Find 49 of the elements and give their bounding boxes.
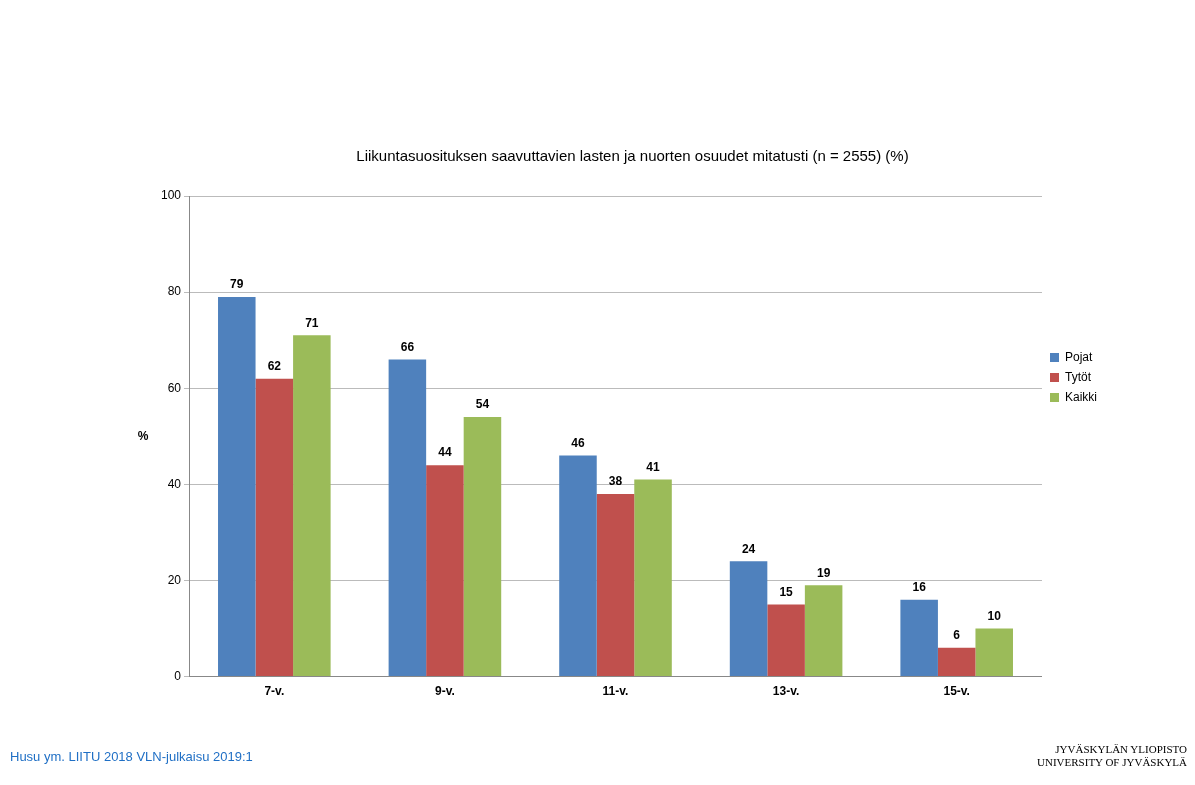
data-label: 44 [438,445,452,460]
y-tick-label: 0 [174,668,182,683]
bar [293,335,331,677]
y-axis-title: % [137,428,149,443]
y-tick-label: 100 [160,188,182,203]
data-label: 66 [400,339,415,354]
bar [729,561,768,677]
x-tick-label: 15-v. [943,684,970,699]
data-label: 71 [305,315,319,330]
bar [559,455,597,677]
data-label: 10 [987,608,1002,623]
data-label: 46 [571,435,585,450]
bar [388,359,427,677]
data-label: 16 [912,580,927,595]
x-tick-label: 13-v. [772,684,800,699]
y-tick-label: 20 [167,572,182,587]
bar [218,296,256,677]
bar [634,479,672,677]
bar [463,417,502,677]
data-label: 19 [816,565,831,580]
x-tick-label: 7-v. [264,684,285,699]
text: Husu ym. LIITU 2018 VLN-julkaisu 2019:1 [10,748,253,764]
data-label: 6 [953,628,961,643]
legend-label: Kaikki [1064,389,1098,404]
y-tick-label: 80 [167,284,182,299]
text: UNIVERSITY OF JYVÄSKYLÄ [1037,755,1188,768]
data-label: 79 [230,277,244,292]
bar [975,628,1013,677]
data-label: 15 [779,584,794,599]
y-tick-label: 60 [167,380,182,395]
data-label: 62 [267,358,282,373]
bar [900,599,938,677]
x-tick-label: 11-v. [602,684,629,699]
x-tick-label: 9-v. [435,684,455,699]
data-label: 24 [741,541,756,556]
legend-label: Pojat [1064,349,1094,364]
text: JYVÄSKYLÄN YLIOPISTO [1055,742,1188,755]
bar [426,465,464,677]
bar [937,647,976,677]
data-label: 54 [475,397,490,412]
chart-title: Liikuntasuosituksen saavuttavien lasten ja nuorten osuudet mitatusti (n = 2555) (%) [356,147,909,165]
bar [255,378,294,677]
bar [804,585,843,677]
bar [767,604,805,677]
y-tick-label: 40 [167,476,182,491]
legend-label: Tytöt [1064,369,1092,384]
bar [596,493,635,677]
data-label: 41 [646,459,661,474]
data-label: 38 [608,474,623,489]
